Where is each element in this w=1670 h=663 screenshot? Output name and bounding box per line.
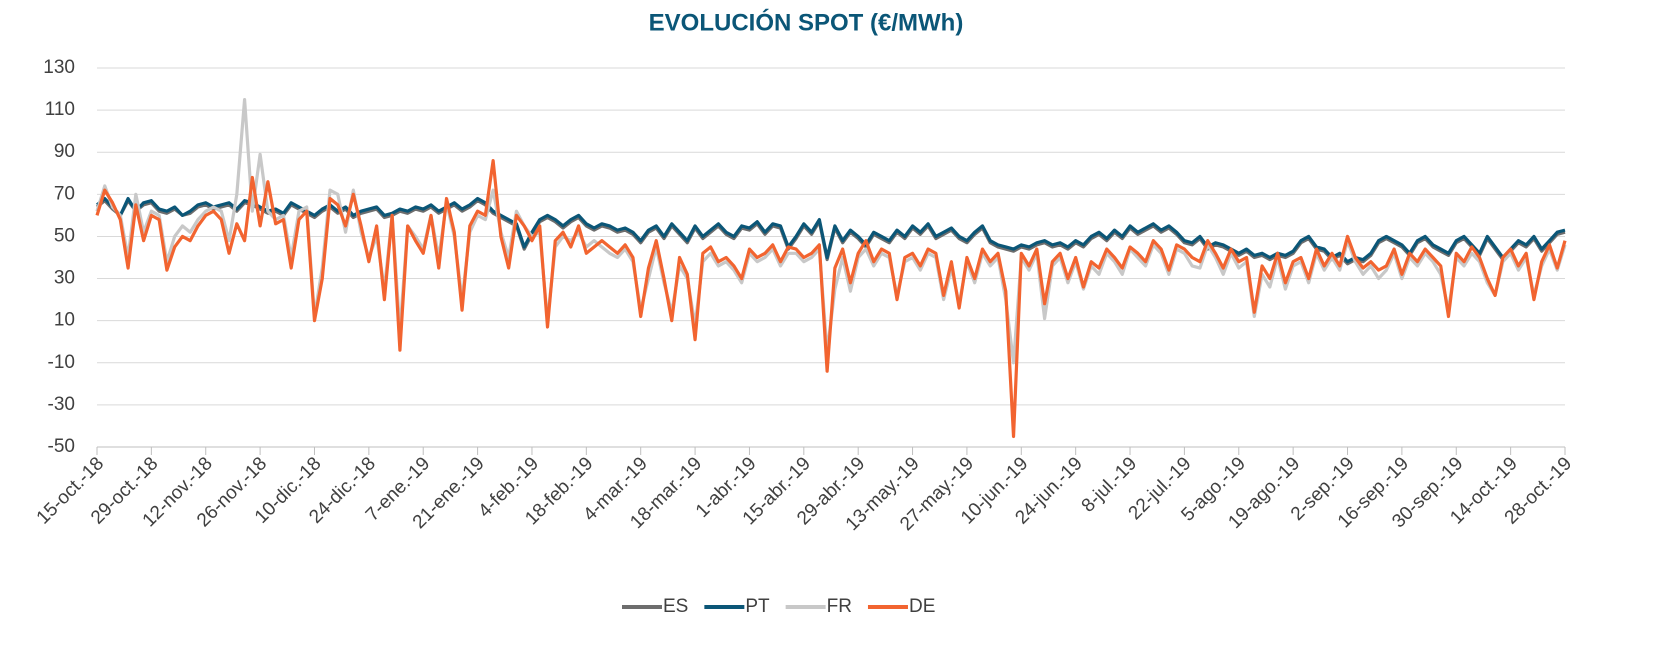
- chart-title: EVOLUCIÓN SPOT (€/MWh): [649, 8, 964, 36]
- y-tick-label: 30: [54, 268, 75, 289]
- legend-label: PT: [745, 596, 770, 617]
- y-tick-label: -30: [48, 394, 75, 415]
- y-tick-label: 90: [54, 141, 75, 162]
- y-tick-label: 10: [54, 310, 75, 331]
- series-line: [95, 159, 1567, 439]
- y-tick-label: 110: [45, 99, 75, 120]
- y-tick-label: 70: [54, 183, 75, 204]
- legend-label: FR: [827, 596, 852, 617]
- y-tick-label: -50: [48, 436, 75, 457]
- legend-label: DE: [909, 596, 935, 617]
- legend-label: ES: [663, 596, 688, 617]
- y-tick-label: -10: [48, 352, 75, 373]
- y-tick-label: 130: [43, 57, 75, 78]
- y-tick-label: 50: [54, 225, 75, 246]
